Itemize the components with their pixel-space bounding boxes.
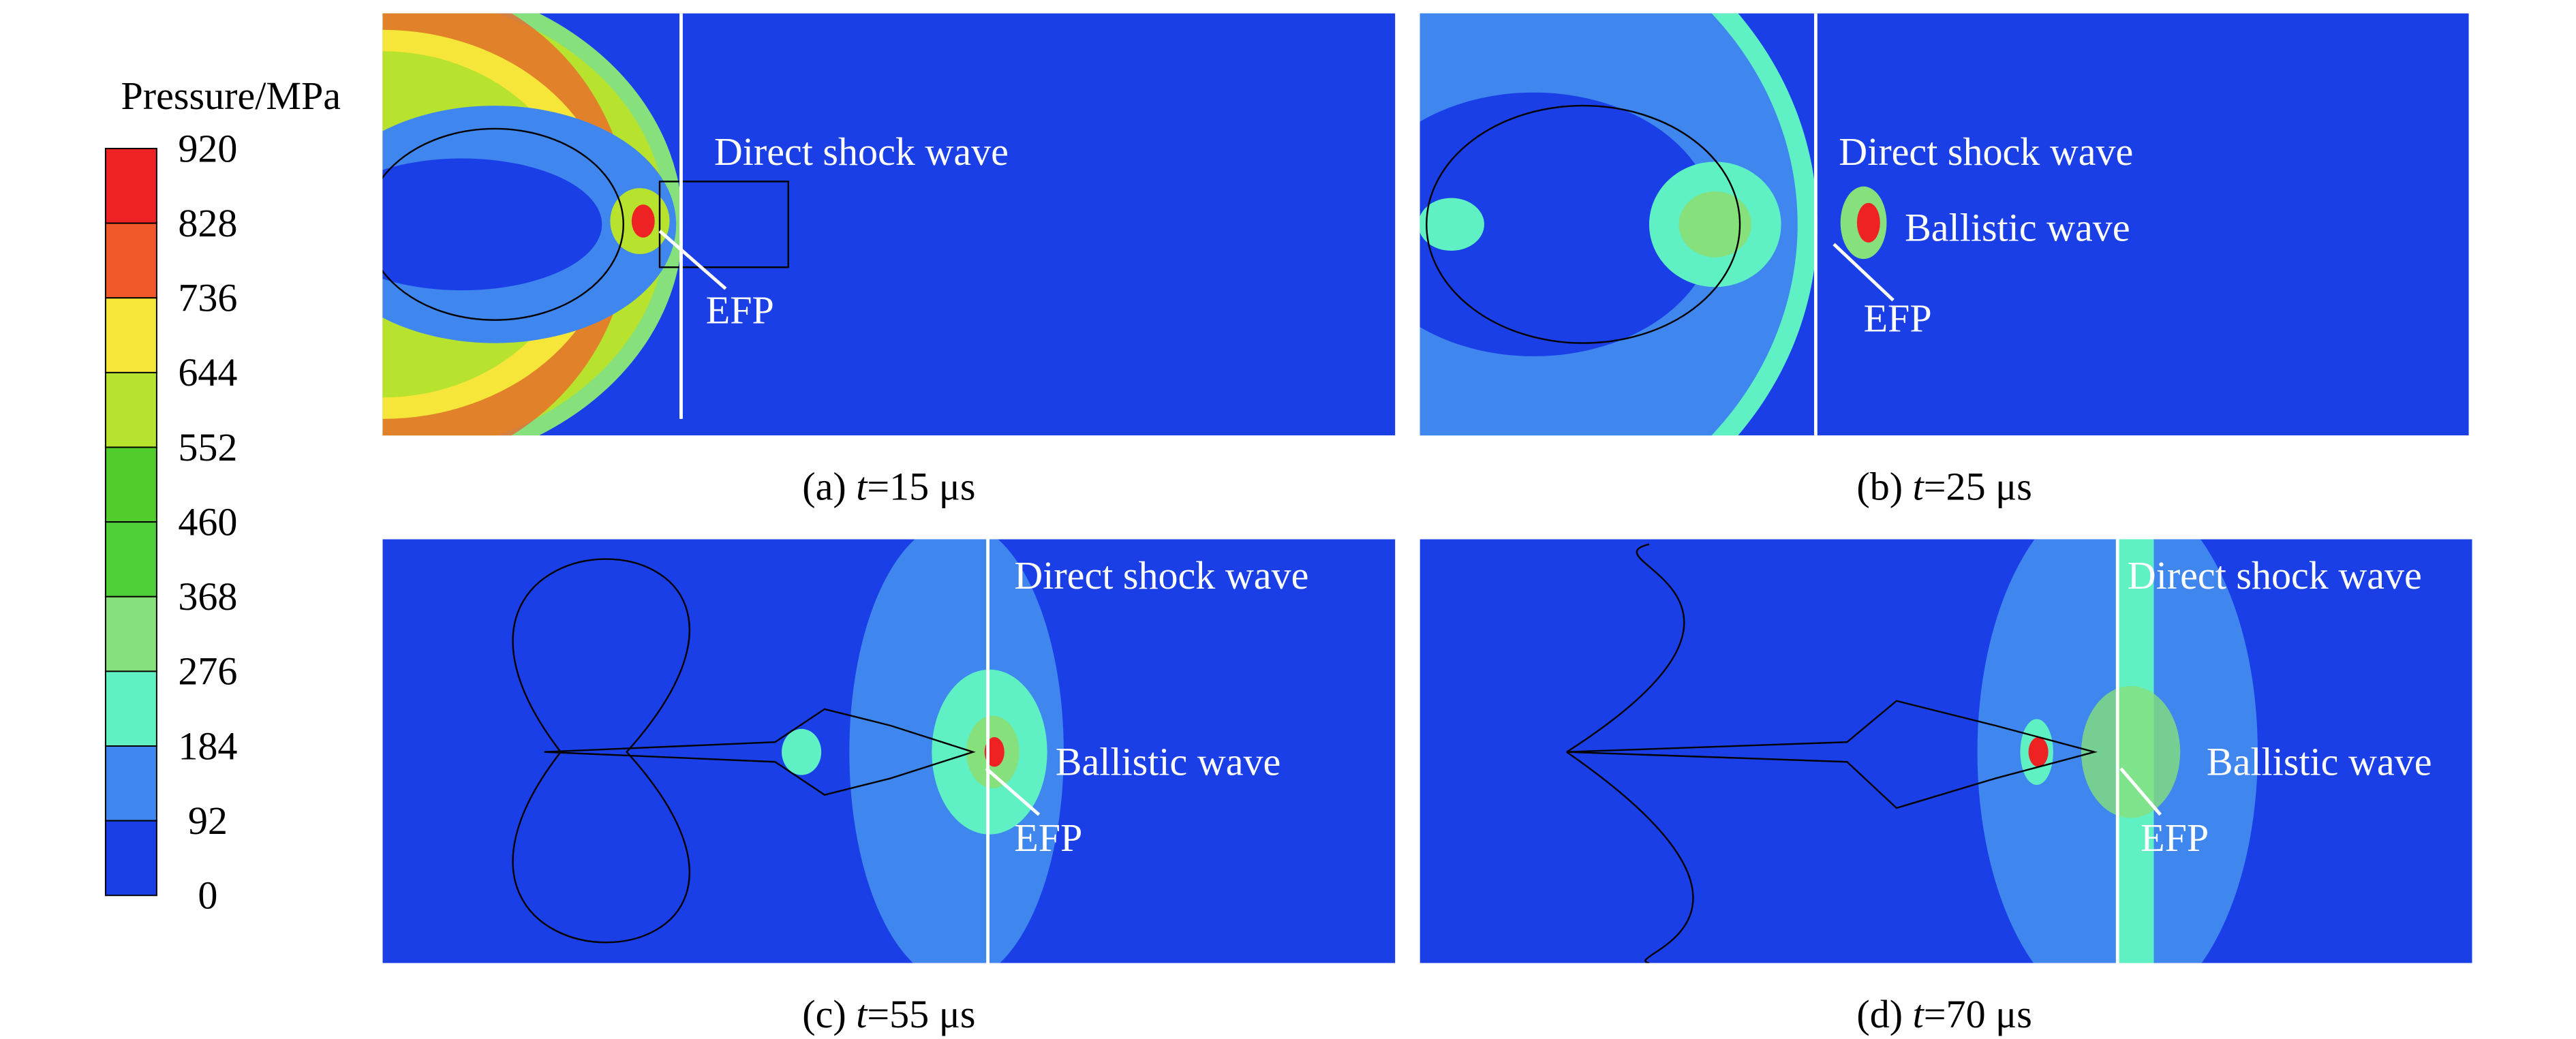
colorbar-segment <box>104 446 157 523</box>
colorbar-tick-label: 644 <box>178 350 237 394</box>
caption: (d) t=70 μs <box>1856 992 2031 1036</box>
annotation: EFP <box>1014 816 1082 860</box>
panel-a <box>382 13 1396 436</box>
annotation: Direct shock wave <box>1014 553 1308 598</box>
colorbar-segment <box>104 222 157 299</box>
caption: (b) t=25 μs <box>1856 464 2031 508</box>
annotation: EFP <box>1864 296 1932 341</box>
colorbar-segment <box>104 521 157 598</box>
colorbar-tick-label: 552 <box>178 425 237 469</box>
colorbar-segment <box>104 670 157 747</box>
annotation: EFP <box>2141 816 2209 860</box>
colorbar-segment <box>104 371 157 448</box>
caption: (c) t=55 μs <box>802 992 975 1036</box>
annotation: Direct shock wave <box>1839 129 2133 174</box>
panel-c <box>382 539 1396 963</box>
colorbar-tick-label: 0 <box>198 873 217 918</box>
annotation: Direct shock wave <box>714 129 1009 174</box>
colorbar-tick-label: 828 <box>178 201 237 245</box>
annotation: Ballistic wave <box>1905 206 2130 250</box>
colorbar-tick-label: 368 <box>178 574 237 619</box>
annotation: EFP <box>706 288 774 332</box>
panel-d <box>1420 539 2472 963</box>
colorbar-title: Pressure/MPa <box>121 74 341 118</box>
annotation: Direct shock wave <box>2128 553 2422 598</box>
colorbar-segment <box>104 745 157 822</box>
colorbar-tick-label: 920 <box>178 126 237 170</box>
panel-b <box>1420 13 2469 436</box>
colorbar-tick-label: 460 <box>178 499 237 544</box>
annotation: Ballistic wave <box>2207 740 2432 784</box>
colorbar-segment <box>104 297 157 373</box>
colorbar-segment <box>104 820 157 897</box>
colorbar-tick-label: 184 <box>178 724 237 768</box>
colorbar-segment <box>104 595 157 672</box>
colorbar-segment <box>104 148 157 224</box>
annotation: Ballistic wave <box>1056 740 1281 784</box>
caption: (a) t=15 μs <box>802 464 975 508</box>
colorbar-tick-label: 276 <box>178 649 237 694</box>
colorbar-tick-label: 92 <box>188 798 228 843</box>
colorbar-tick-label: 736 <box>178 276 237 320</box>
